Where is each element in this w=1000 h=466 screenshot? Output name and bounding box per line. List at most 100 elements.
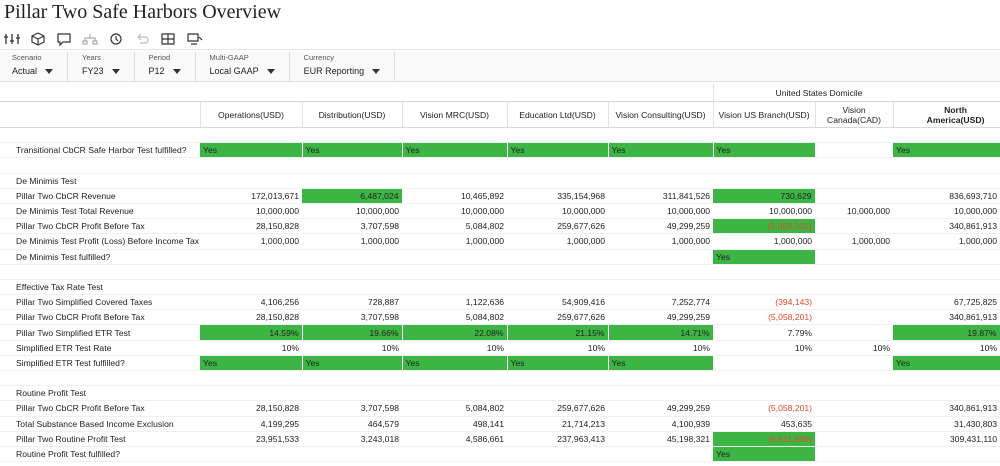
pov-label: Years bbox=[82, 53, 101, 62]
value-cell: 1,000,000 bbox=[608, 233, 714, 250]
hierarchy-icon[interactable] bbox=[80, 31, 100, 47]
empty-cell bbox=[608, 173, 714, 189]
spacer-row bbox=[0, 127, 1000, 144]
value-cell: 1,122,636 bbox=[402, 294, 507, 311]
value-cell: 1,000,000 bbox=[893, 233, 1000, 250]
empty-cell bbox=[608, 370, 714, 387]
value-cell: (5,058,201) bbox=[713, 218, 816, 235]
export-icon[interactable] bbox=[184, 31, 204, 47]
pov-item[interactable]: Currency EUR Reporting bbox=[304, 52, 396, 81]
pov-item[interactable]: Period P12 bbox=[149, 52, 196, 81]
empty-cell bbox=[815, 157, 894, 174]
value-cell: 3,707,598 bbox=[302, 400, 402, 417]
grid-row: Effective Tax Rate Test bbox=[0, 279, 1000, 296]
value-cell: 10,000,000 bbox=[608, 203, 714, 220]
empty-cell bbox=[0, 264, 200, 280]
empty-cell bbox=[608, 279, 714, 296]
empty-cell bbox=[713, 370, 816, 387]
value-cell: 67,725,825 bbox=[893, 294, 1000, 311]
value-cell: 10% bbox=[893, 340, 1000, 356]
spacer-row bbox=[0, 370, 1000, 387]
value-cell: 10% bbox=[302, 340, 402, 356]
pov-value[interactable]: EUR Reporting bbox=[304, 64, 381, 78]
pov-value[interactable]: Actual bbox=[12, 64, 53, 78]
pov-value[interactable]: P12 bbox=[149, 64, 181, 78]
grid-row: Simplified ETR Test Rate 10% 10% 10% 10% 10% 1… bbox=[0, 340, 1000, 356]
adjust-icon[interactable] bbox=[2, 31, 22, 47]
empty-cell bbox=[608, 385, 714, 402]
grid-row: Simplified ETR Test fulfilled? Yes Yes Yes Y… bbox=[0, 355, 1000, 372]
grid-row: Total Substance Based Income Exclusion 4,… bbox=[0, 416, 1000, 432]
empty-cell bbox=[893, 385, 1000, 402]
value-cell: 10% bbox=[815, 340, 894, 356]
value-cell: 10% bbox=[402, 340, 507, 356]
value-cell: 340,861,913 bbox=[893, 400, 1000, 417]
value-cell: 14.59% bbox=[200, 324, 303, 341]
empty-cell bbox=[507, 370, 608, 387]
empty-cell bbox=[815, 294, 894, 311]
value-cell: 1,000,000 bbox=[507, 233, 608, 250]
empty-cell bbox=[302, 385, 402, 402]
empty-cell bbox=[815, 355, 894, 372]
value-cell: 22.08% bbox=[402, 324, 508, 341]
empty-cell bbox=[302, 446, 402, 463]
pov-item[interactable]: Years FY23 bbox=[82, 52, 135, 81]
empty-cell bbox=[507, 279, 608, 296]
value-cell: Yes bbox=[402, 142, 508, 159]
cube-icon[interactable] bbox=[28, 31, 48, 47]
empty-cell bbox=[0, 157, 200, 174]
column-header: North America(USD) bbox=[893, 101, 1000, 128]
value-cell: 172,013,671 bbox=[200, 188, 302, 204]
value-cell: 1,000,000 bbox=[713, 233, 816, 250]
value-cell: Yes bbox=[200, 142, 303, 159]
row-label: Pillar Two CbCR Revenue bbox=[0, 188, 200, 204]
value-cell: 45,198,321 bbox=[608, 431, 714, 447]
empty-cell bbox=[507, 385, 608, 402]
empty-cell bbox=[815, 385, 894, 402]
grid-row: Routine Profit Test fulfilled? Yes bbox=[0, 446, 1000, 463]
value-cell: 10,000,000 bbox=[302, 203, 402, 220]
empty-cell bbox=[713, 355, 816, 372]
grid-row: Pillar Two CbCR Profit Before Tax 28,150,… bbox=[0, 309, 1000, 326]
empty-cell bbox=[402, 385, 507, 402]
value-cell: 340,861,913 bbox=[893, 309, 1000, 326]
value-cell: 836,693,710 bbox=[893, 188, 1000, 204]
empty-cell bbox=[402, 173, 507, 189]
row-label: Pillar Two Simplified Covered Taxes bbox=[0, 294, 200, 311]
section-label: Routine Profit Test bbox=[0, 385, 200, 402]
empty-cell bbox=[815, 173, 894, 189]
value-cell: 21,714,213 bbox=[507, 416, 608, 432]
grid-row: Pillar Two Routine Profit Test 23,951,533… bbox=[0, 431, 1000, 447]
pov-value[interactable]: Local GAAP bbox=[210, 64, 275, 78]
value-cell: 3,707,598 bbox=[302, 309, 402, 326]
value-cell: Yes bbox=[302, 355, 403, 372]
value-cell: 259,677,626 bbox=[507, 309, 608, 326]
pov-item[interactable]: Scenario Actual bbox=[12, 52, 69, 81]
empty-cell bbox=[713, 173, 816, 189]
empty-cell bbox=[507, 173, 608, 189]
undo-icon[interactable] bbox=[132, 31, 152, 47]
empty-cell bbox=[608, 446, 714, 463]
group-header: United States Domicile bbox=[713, 84, 1000, 102]
value-cell: 311,841,526 bbox=[608, 188, 714, 204]
value-cell: 1,000,000 bbox=[402, 233, 507, 250]
value-cell: 10% bbox=[200, 340, 302, 356]
empty-cell bbox=[402, 279, 507, 296]
value-cell: 10,000,000 bbox=[200, 203, 302, 220]
row-label: Pillar Two Simplified ETR Test bbox=[0, 324, 200, 341]
empty-cell bbox=[302, 173, 402, 189]
value-cell: 453,635 bbox=[713, 416, 816, 432]
value-cell: 4,199,295 bbox=[200, 416, 302, 432]
empty-cell bbox=[893, 127, 1000, 144]
grid-row: Transitional CbCR Safe Harbor Test fulfi… bbox=[0, 142, 1000, 159]
history-icon[interactable] bbox=[106, 31, 126, 47]
value-cell: 28,150,828 bbox=[200, 218, 302, 235]
pov-item[interactable]: Multi-GAAP Local GAAP bbox=[210, 52, 290, 81]
value-cell: 4,586,661 bbox=[402, 431, 507, 447]
grid-icon[interactable] bbox=[158, 31, 178, 47]
grid-body: Transitional CbCR Safe Harbor Test fulfi… bbox=[0, 127, 1000, 463]
value-cell: 10% bbox=[608, 340, 714, 356]
pov-value[interactable]: FY23 bbox=[82, 64, 120, 78]
comment-icon[interactable] bbox=[54, 31, 74, 47]
